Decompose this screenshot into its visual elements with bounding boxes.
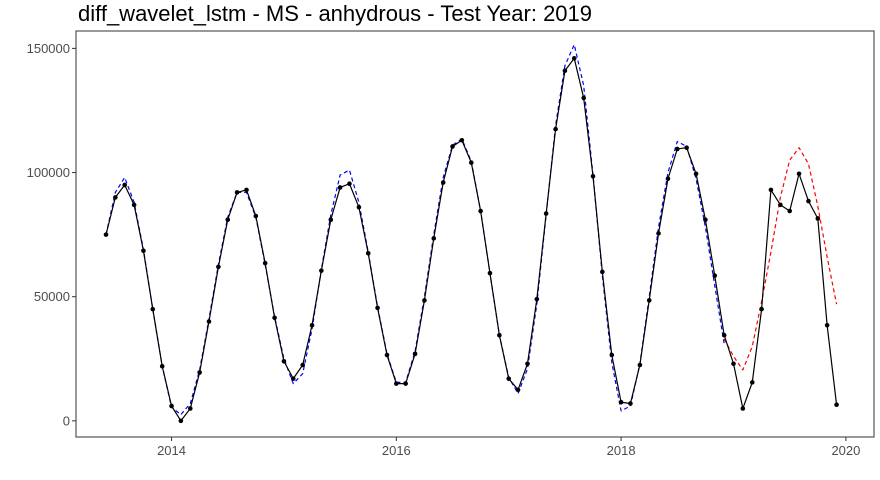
- data-point: [796, 171, 802, 177]
- data-point: [665, 176, 671, 182]
- data-point: [253, 213, 259, 219]
- data-point: [534, 296, 540, 302]
- data-point: [300, 362, 305, 368]
- data-point: [628, 401, 633, 406]
- data-point: [815, 216, 821, 221]
- data-point: [684, 145, 689, 151]
- x-tick-label: 2020: [831, 443, 860, 458]
- data-point: [262, 260, 268, 266]
- data-point: [150, 306, 156, 312]
- data-point: [693, 171, 699, 177]
- data-point: [356, 205, 362, 210]
- data-point: [103, 232, 109, 237]
- data-point: [778, 202, 783, 208]
- data-point: [244, 187, 249, 193]
- y-tick-label: 100000: [27, 165, 70, 180]
- data-point: [188, 406, 193, 411]
- data-point: [206, 319, 212, 324]
- data-point: [216, 264, 221, 270]
- data-point: [656, 231, 661, 236]
- data-point: [394, 381, 399, 386]
- y-tick-label: 50000: [34, 289, 70, 304]
- data-point: [384, 352, 390, 358]
- data-point: [703, 217, 708, 223]
- data-point: [806, 198, 811, 204]
- data-point: [487, 270, 493, 276]
- data-point: [197, 370, 202, 375]
- data-point: [609, 352, 615, 358]
- data-point: [375, 305, 380, 311]
- series-layer: [103, 44, 839, 424]
- data-point: [131, 202, 137, 208]
- x-tick-label: 2016: [382, 443, 411, 458]
- data-point: [141, 248, 146, 254]
- data-point: [543, 211, 549, 216]
- data-point: [225, 217, 231, 223]
- chart-title: diff_wavelet_lstm - MS - anhydrous - Tes…: [78, 1, 593, 26]
- data-point: [590, 173, 596, 179]
- data-point: [319, 268, 324, 273]
- data-point: [478, 208, 483, 214]
- data-point: [159, 363, 165, 369]
- data-point: [412, 351, 418, 357]
- forecast-line: [723, 147, 838, 371]
- data-point: [525, 361, 530, 367]
- x-axis: 2014 2016 2018 2020: [157, 437, 860, 458]
- data-point: [347, 181, 352, 187]
- data-point: [834, 402, 839, 408]
- data-point: [768, 187, 774, 193]
- data-point: [740, 406, 746, 411]
- data-point: [328, 217, 334, 223]
- data-point: [431, 236, 437, 241]
- data-point: [571, 56, 577, 61]
- data-point: [646, 298, 652, 303]
- data-point: [450, 144, 455, 149]
- data-point: [309, 322, 315, 328]
- data-point: [403, 381, 408, 386]
- data-point: [731, 361, 736, 367]
- data-point: [113, 195, 118, 200]
- data-point: [712, 273, 718, 278]
- data-point: [637, 362, 643, 368]
- data-point: [562, 68, 568, 74]
- y-tick-label: 0: [63, 413, 70, 428]
- data-point: [337, 185, 343, 190]
- data-point: [234, 190, 240, 195]
- data-point: [459, 137, 465, 143]
- data-point: [272, 315, 277, 321]
- data-point: [178, 418, 184, 424]
- data-point: [506, 376, 512, 381]
- data-point: [759, 306, 764, 312]
- data-point: [553, 126, 558, 132]
- data-point: [787, 208, 793, 214]
- x-tick-label: 2014: [157, 443, 186, 458]
- data-point: [749, 380, 755, 385]
- y-axis: 0 50000 100000 150000: [27, 41, 76, 428]
- data-point: [581, 95, 586, 101]
- data-point: [824, 322, 830, 328]
- y-tick-label: 150000: [27, 41, 70, 56]
- data-point: [365, 250, 371, 256]
- data-point: [169, 403, 174, 409]
- data-point: [497, 332, 502, 338]
- data-point: [290, 376, 296, 381]
- x-tick-label: 2018: [607, 443, 636, 458]
- data-point: [281, 358, 287, 364]
- data-point: [122, 182, 127, 188]
- data-point: [721, 332, 727, 338]
- plot-panel-border: [75, 30, 875, 438]
- data-point: [468, 160, 474, 165]
- data-point: [600, 269, 605, 275]
- data-point: [675, 146, 680, 152]
- data-point: [618, 399, 624, 405]
- data-point: [422, 298, 427, 303]
- data-point: [440, 180, 446, 185]
- data-point: [515, 387, 521, 393]
